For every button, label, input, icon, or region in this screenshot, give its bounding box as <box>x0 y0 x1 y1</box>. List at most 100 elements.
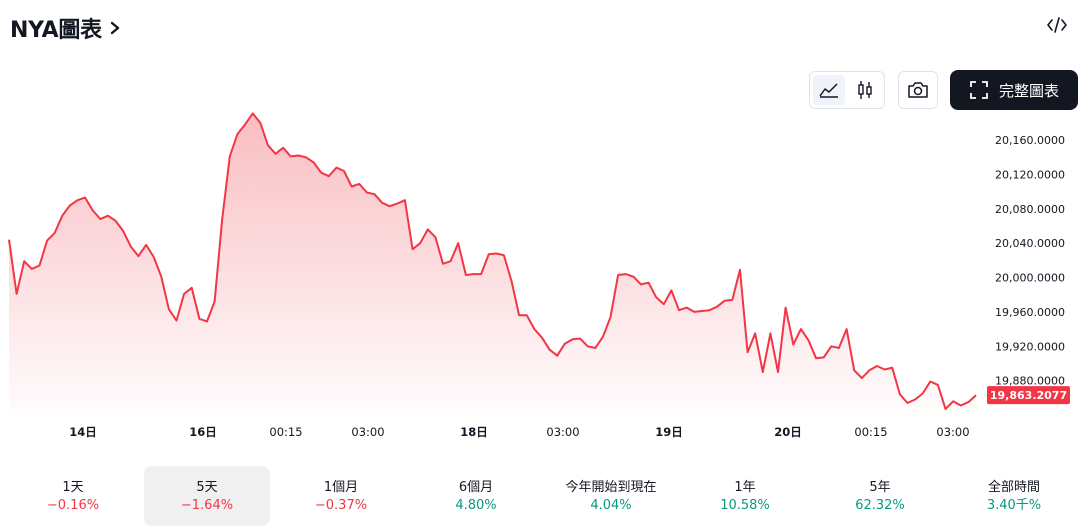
y-tick-label: 20,040.0000 <box>995 237 1065 250</box>
data-point <box>928 380 932 384</box>
period-selector: 1天 −0.16% 5天 −1.64% 1個月 −0.37% 6個月 4.80% 今年開始到現在… <box>0 466 1083 526</box>
data-point <box>357 182 361 186</box>
candlestick-icon <box>858 81 872 99</box>
period-tab[interactable]: 6個月 4.80% <box>413 466 539 526</box>
period-tab[interactable]: 全部時間 3.40千% <box>951 466 1077 526</box>
x-tick-label: 18日 <box>460 425 488 439</box>
data-point <box>654 295 658 299</box>
page-title: NYA圖表 <box>10 18 102 43</box>
y-tick-label: 19,960.0000 <box>995 306 1065 319</box>
data-point <box>593 346 597 350</box>
data-point <box>540 336 544 340</box>
embed-code-button[interactable] <box>1045 14 1069 36</box>
data-point <box>411 247 415 251</box>
x-tick-label: 16日 <box>189 425 217 439</box>
data-point <box>472 272 476 276</box>
data-point <box>83 196 87 200</box>
data-point <box>235 132 239 136</box>
data-point <box>662 302 666 306</box>
period-tab[interactable]: 5年 62.32% <box>817 466 943 526</box>
data-point <box>532 327 536 331</box>
data-point <box>289 154 293 158</box>
period-tab[interactable]: 1個月 −0.37% <box>278 466 404 526</box>
data-point <box>98 217 102 221</box>
data-point <box>517 313 521 317</box>
data-point <box>30 267 34 271</box>
period-label: 1天 <box>62 480 84 495</box>
data-point <box>114 219 118 223</box>
period-label: 5天 <box>196 480 218 495</box>
data-point <box>129 245 133 249</box>
data-point <box>243 123 247 127</box>
data-point <box>730 298 734 302</box>
period-tab[interactable]: 1天 −0.16% <box>10 466 136 526</box>
full-chart-button[interactable]: 完整圖表 <box>950 70 1078 110</box>
x-tick-label: 03:00 <box>936 425 969 439</box>
chart-title-link[interactable]: NYA圖表 <box>10 12 122 44</box>
camera-icon <box>908 82 928 98</box>
data-point <box>388 204 392 208</box>
data-point <box>510 279 514 283</box>
data-point <box>373 192 377 196</box>
period-change: 62.32% <box>855 498 905 513</box>
data-point <box>106 214 110 218</box>
data-point <box>441 262 445 266</box>
period-tab[interactable]: 今年開始到現在 4.04% <box>548 466 674 526</box>
data-point <box>708 308 712 312</box>
data-point <box>266 143 270 147</box>
x-tick-label: 03:00 <box>546 425 579 439</box>
data-point <box>837 346 841 350</box>
data-point <box>152 255 156 259</box>
data-point <box>525 313 529 317</box>
data-point <box>639 282 643 286</box>
data-point <box>197 317 201 321</box>
data-point <box>68 203 72 207</box>
data-point <box>319 171 323 175</box>
x-tick-label: 14日 <box>69 425 97 439</box>
candles-chart-button[interactable] <box>849 75 881 105</box>
data-point <box>380 201 384 205</box>
screenshot-button[interactable] <box>898 71 938 109</box>
data-point <box>966 400 970 404</box>
data-point <box>898 392 902 396</box>
data-point <box>136 254 140 258</box>
data-point <box>936 383 940 387</box>
period-label: 今年開始到現在 <box>565 480 657 495</box>
period-change: −0.37% <box>314 498 368 513</box>
data-point <box>350 185 354 189</box>
data-point <box>487 252 491 256</box>
period-tab[interactable]: 1年 10.58% <box>682 466 808 526</box>
data-point <box>784 306 788 310</box>
data-point <box>175 319 179 323</box>
area-chart-button[interactable] <box>813 75 845 105</box>
last-price-label: 19,863.2077 <box>990 389 1067 402</box>
data-point <box>875 364 879 368</box>
data-point <box>494 252 498 256</box>
data-point <box>502 253 506 257</box>
data-point <box>723 299 727 303</box>
data-point <box>76 198 80 202</box>
price-line <box>8 112 977 410</box>
data-point <box>753 331 757 335</box>
period-label: 全部時間 <box>987 480 1040 495</box>
x-tick-label: 00:15 <box>269 425 302 439</box>
data-point <box>776 370 780 374</box>
data-point <box>944 407 948 411</box>
data-point <box>570 337 574 341</box>
data-point <box>677 308 681 312</box>
x-tick-label: 03:00 <box>351 425 384 439</box>
price-chart[interactable]: 20,160.0000 20,120.0000 20,080.0000 20,040.… <box>0 110 1083 455</box>
data-point <box>228 154 232 158</box>
period-tab[interactable]: 5天 −1.64% <box>144 466 270 526</box>
y-tick-label: 20,000.0000 <box>995 272 1065 285</box>
data-point <box>449 259 453 263</box>
data-point <box>647 281 651 285</box>
period-change: 4.04% <box>590 498 632 513</box>
data-point <box>746 350 750 354</box>
code-embed-icon <box>1047 17 1067 33</box>
data-point <box>182 292 186 296</box>
data-point <box>205 319 209 323</box>
data-point <box>563 342 567 346</box>
data-point <box>456 241 460 245</box>
data-point <box>799 327 803 331</box>
